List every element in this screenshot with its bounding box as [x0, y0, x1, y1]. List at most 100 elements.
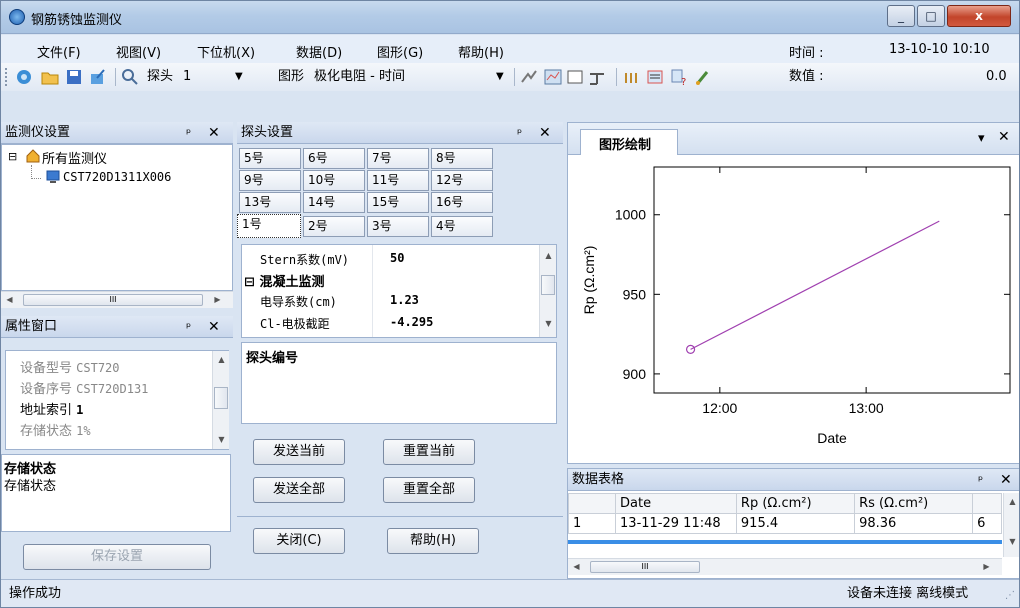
table-cell[interactable]: 98.36	[854, 513, 974, 534]
table-hscrollbar[interactable]: ◀ III ▶	[568, 558, 1002, 575]
zoom-icon[interactable]	[121, 68, 139, 86]
table-vscrollbar[interactable]: ▲ ▼	[1003, 493, 1019, 557]
prop-row[interactable]: 设备型号 CST720	[20, 361, 120, 376]
column-header[interactable]: Rs (Ω.cm²)	[854, 493, 974, 514]
scroll-left-icon[interactable]: ◀	[6, 295, 13, 304]
table-row[interactable]: 1 13-11-29 11:48 915.4 98.36 6	[568, 513, 1002, 534]
pin-icon[interactable]: ᵖ	[186, 126, 192, 140]
tab-probe-14[interactable]: 14号	[303, 192, 365, 213]
column-header[interactable]	[972, 493, 1002, 514]
chart-icon[interactable]	[544, 68, 562, 86]
tab-probe-11[interactable]: 11号	[367, 170, 429, 191]
tab-probe-10[interactable]: 10号	[303, 170, 365, 191]
settings-icon[interactable]	[15, 68, 33, 86]
prop-name[interactable]: Cl-电极截距	[260, 317, 330, 331]
chart-plot[interactable]: 900 950 1000 12:00 13:00 Rp (Ω.cm²) Date	[568, 157, 1020, 457]
properties-vscrollbar[interactable]: ▲ ▼	[212, 351, 229, 449]
menu-view[interactable]: 视图(V)	[116, 46, 162, 61]
prop-name[interactable]: 电导系数(cm)	[260, 295, 337, 309]
data-point[interactable]	[685, 344, 696, 354]
probe-select[interactable]: 1 ▼	[183, 67, 249, 87]
scroll-left-icon[interactable]: ◀	[573, 562, 580, 571]
pin-icon[interactable]: ᵖ	[186, 320, 192, 334]
reset-current-button[interactable]: 重置当前	[383, 439, 475, 465]
tab-probe-1[interactable]: 1号	[237, 214, 301, 238]
table-cell[interactable]: 13-11-29 11:48	[615, 513, 737, 534]
tab-probe-9[interactable]: 9号	[239, 170, 301, 191]
scroll-down-icon[interactable]: ▼	[545, 319, 552, 328]
open-folder-icon[interactable]	[41, 68, 59, 86]
scroll-thumb[interactable]: III	[23, 294, 203, 306]
tab-probe-5[interactable]: 5号	[239, 148, 301, 169]
column-header[interactable]	[568, 493, 617, 514]
dropdown-arrow-icon[interactable]: ▾	[978, 131, 985, 146]
table-cell[interactable]: 915.4	[735, 513, 856, 534]
prop-group[interactable]: ⊟ 混凝土监测	[244, 275, 325, 290]
scroll-down-icon[interactable]: ▼	[218, 435, 225, 444]
menu-help[interactable]: 帮助(H)	[458, 46, 504, 61]
crosshair-icon[interactable]	[520, 68, 538, 86]
menu-device[interactable]: 下位机(X)	[197, 46, 256, 61]
help-button[interactable]: 帮助(H)	[387, 528, 479, 554]
send-all-button[interactable]: 发送全部	[253, 477, 345, 503]
menu-file[interactable]: 文件(F)	[37, 46, 81, 61]
menu-data[interactable]: 数据(D)	[296, 46, 343, 61]
prop-row[interactable]: 设备序号 CST720D131	[20, 382, 149, 397]
tab-probe-3[interactable]: 3号	[367, 216, 429, 237]
tab-probe-7[interactable]: 7号	[367, 148, 429, 169]
resize-grip-icon[interactable]: ⋰	[1005, 590, 1015, 601]
close-icon[interactable]: ✕	[539, 125, 551, 141]
grid-icon[interactable]	[566, 68, 584, 86]
tab-probe-15[interactable]: 15号	[367, 192, 429, 213]
tab-probe-12[interactable]: 12号	[431, 170, 493, 191]
pin-icon[interactable]: ᵖ	[517, 126, 523, 140]
prop-value[interactable]: 50	[390, 251, 405, 265]
prop-name[interactable]: Stern系数(mV)	[260, 253, 350, 267]
scroll-up-icon[interactable]: ▲	[545, 251, 552, 260]
close-dialog-button[interactable]: 关闭(C)	[253, 528, 345, 554]
scroll-thumb[interactable]	[541, 275, 555, 295]
scroll-thumb[interactable]: III	[590, 561, 700, 573]
prop-row[interactable]: 地址索引 1	[20, 403, 84, 418]
save-settings-button[interactable]: 保存设置	[23, 544, 211, 570]
close-icon[interactable]: ✕	[208, 319, 220, 335]
tab-probe-8[interactable]: 8号	[431, 148, 493, 169]
tree-device-label[interactable]: CST720D1311X006	[63, 170, 172, 184]
prop-value[interactable]: -4.295	[390, 315, 434, 329]
scroll-up-icon[interactable]: ▲	[218, 355, 225, 364]
scroll-up-icon[interactable]: ▲	[1009, 497, 1016, 506]
close-icon[interactable]: ✕	[1000, 472, 1012, 488]
save-icon[interactable]	[65, 68, 83, 86]
menu-graph[interactable]: 图形(G)	[377, 46, 424, 61]
bars-icon[interactable]	[622, 68, 640, 86]
graph-select[interactable]: 极化电阻 - 时间 ▼	[314, 67, 512, 87]
column-header[interactable]: Rp (Ω.cm²)	[735, 493, 856, 514]
tab-probe-6[interactable]: 6号	[303, 148, 365, 169]
table-cell[interactable]: 6	[972, 513, 1002, 534]
scroll-down-icon[interactable]: ▼	[1009, 537, 1016, 546]
probe-icon[interactable]	[694, 68, 712, 86]
pin-icon[interactable]: ᵖ	[978, 473, 984, 487]
probe-grid-vscrollbar[interactable]: ▲ ▼	[539, 245, 556, 337]
send-current-button[interactable]: 发送当前	[253, 439, 345, 465]
monitor-hscrollbar[interactable]: ◀ III ▶	[1, 291, 233, 308]
scroll-right-icon[interactable]: ▶	[214, 295, 221, 304]
tree-collapse-icon[interactable]: ⊟	[8, 150, 18, 163]
layout-icon[interactable]	[588, 68, 606, 86]
maximize-button[interactable]: □	[917, 5, 945, 27]
tree-root-label[interactable]: 所有监测仪	[42, 152, 108, 167]
close-icon[interactable]: ✕	[998, 129, 1010, 145]
tab-probe-16[interactable]: 16号	[431, 192, 493, 213]
minimize-button[interactable]: _	[887, 5, 915, 27]
collapse-icon[interactable]: ⊟	[244, 275, 255, 290]
scroll-thumb[interactable]	[214, 387, 228, 409]
tab-probe-2[interactable]: 2号	[303, 216, 365, 237]
row-number[interactable]: 1	[568, 513, 617, 534]
close-icon[interactable]: ✕	[208, 125, 220, 141]
reset-all-button[interactable]: 重置全部	[383, 477, 475, 503]
table-icon[interactable]	[646, 68, 664, 86]
export-icon[interactable]	[89, 68, 107, 86]
tab-probe-4[interactable]: 4号	[431, 216, 493, 237]
column-header[interactable]: Date	[615, 493, 737, 514]
help-pointer-icon[interactable]: ?	[670, 68, 688, 86]
